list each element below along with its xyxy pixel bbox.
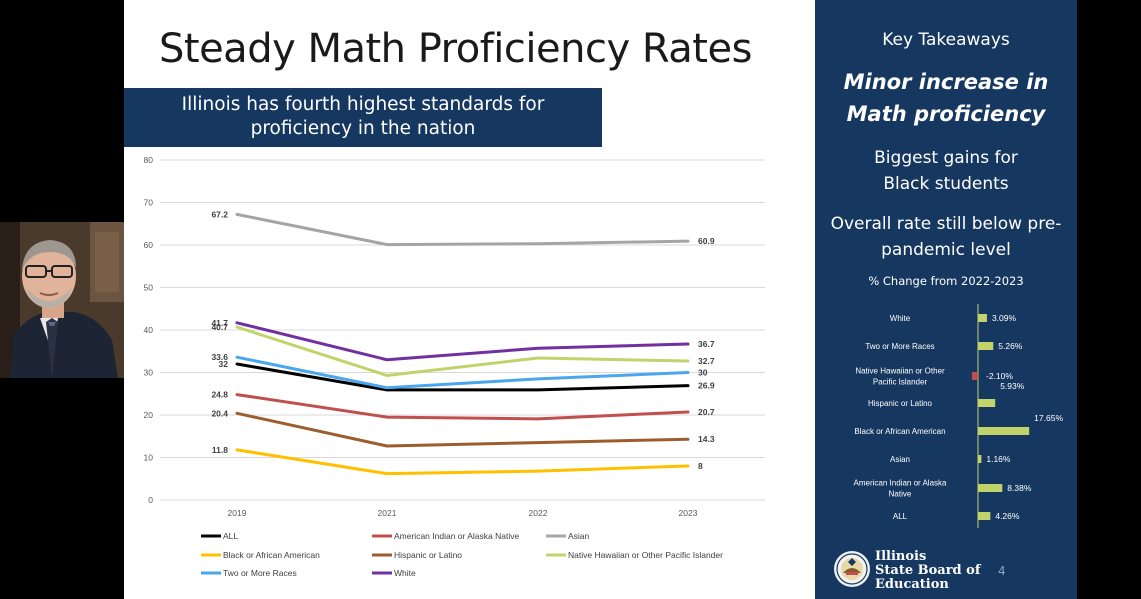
- banner-line-1: Illinois has fourth highest standards fo…: [181, 94, 545, 115]
- data-label-hispanic-or-latino-end: 14.3: [698, 434, 715, 444]
- isbe-logo: Illinois State Board of Education: [833, 548, 993, 592]
- change-value-label: 5.26%: [998, 341, 1023, 351]
- x-tick-label: 2022: [529, 508, 548, 518]
- data-label-black-or-african-american-start: 11.8: [212, 445, 228, 455]
- x-tick-label: 2023: [679, 508, 698, 518]
- change-bar-all: [978, 512, 991, 520]
- legend-label-white: White: [394, 568, 416, 578]
- change-value-label: 17.65%: [1034, 413, 1063, 423]
- takeaway-2-line-2: pandemic level: [881, 240, 1011, 260]
- change-category-label: Two or More Races: [865, 342, 934, 351]
- proficiency-line-chart: 0 10 20 30 40 50 60 70 80 2019 2021 2022 2023 32 26.9 2…: [144, 155, 765, 578]
- change-bar-asian: [978, 455, 982, 463]
- data-label-white-start: 41.7: [211, 318, 228, 328]
- y-tick-label: 40: [144, 325, 154, 335]
- takeaway-2-line-1: Overall rate still below pre-: [830, 214, 1062, 234]
- data-label-native-hawaiian-or-other-pacific-islander-end: 32.7: [698, 356, 715, 366]
- y-tick-label: 10: [144, 453, 154, 463]
- data-label-two-or-more-races-start: 33.6: [211, 352, 228, 362]
- series-line-asian: [235, 212, 690, 247]
- change-category-label: ALL: [893, 512, 908, 521]
- presenter-webcam-video: [0, 222, 124, 378]
- presenter-image: [0, 222, 124, 378]
- data-label-black-or-african-american-end: 8: [698, 461, 703, 471]
- y-tick-label: 80: [144, 155, 154, 165]
- presentation-slide: Steady Math Proficiency Rates Illinois h…: [124, 0, 1077, 599]
- legend-label-native-hawaiian-or-other-pacific-islander: Native Hawaiian or Other Pacific Islande…: [568, 550, 723, 560]
- change-category-label: Native: [889, 490, 912, 499]
- y-tick-label: 20: [144, 410, 154, 420]
- change-category-label: American Indian or Alaska: [854, 479, 947, 488]
- series-line-white: [235, 321, 690, 362]
- y-tick-label: 50: [144, 283, 154, 293]
- y-tick-label: 30: [144, 368, 154, 378]
- percent-change-bar-chart: White 3.09% Two or More Races 5.26% Native H…: [854, 304, 1063, 528]
- series-line-hispanic-or-latino: [235, 411, 690, 448]
- change-value-label: -2.10%: [986, 371, 1013, 381]
- data-label-all-end: 26.9: [698, 381, 715, 391]
- data-label-asian-end: 60.9: [698, 236, 715, 246]
- change-value-label: 8.38%: [1007, 483, 1032, 493]
- logo-text-line-2: State Board of: [875, 563, 981, 578]
- legend-label-asian: Asian: [568, 531, 590, 541]
- series-line-two-or-more-races: [235, 355, 690, 390]
- change-category-label: Asian: [890, 455, 910, 464]
- standards-banner: Illinois has fourth highest standards fo…: [124, 88, 602, 147]
- data-label-asian-start: 67.2: [211, 209, 228, 219]
- change-value-label: 5.93%: [1000, 381, 1025, 391]
- takeaway-1-line-1: Biggest gains for: [874, 148, 1018, 168]
- change-bar-black-or-african-american: [978, 427, 1030, 435]
- data-label-white-end: 36.7: [698, 339, 715, 349]
- y-tick-label: 70: [144, 198, 154, 208]
- data-label-native-hawaiian-or-other-pacific-islander-start: 40.7: [211, 322, 228, 332]
- highlight-line-2: Math proficiency: [846, 102, 1046, 126]
- illinois-seal-icon: [834, 551, 870, 587]
- change-bar-native-hawaiian-or-other-pacific-islander: [971, 372, 978, 380]
- series-line-native-hawaiian-or-other-pacific-islander: [235, 325, 690, 377]
- data-label-all-start: 32: [219, 359, 229, 369]
- logo-text-line-3: Education: [875, 577, 949, 592]
- highlight-line-1: Minor increase in: [843, 70, 1049, 94]
- x-tick-label: 2019: [228, 508, 247, 518]
- change-category-label: Pacific Islander: [873, 378, 928, 387]
- change-bar-american-indian-or-alaska-native: [978, 484, 1003, 492]
- banner-line-2: proficiency in the nation: [250, 118, 476, 139]
- change-bar-two-or-more-races: [978, 342, 994, 350]
- change-bar-white: [978, 314, 987, 322]
- page-number: 4: [998, 564, 1006, 578]
- legend-label-black-or-african-american: Black or African American: [223, 550, 320, 560]
- data-label-american-indian-or-alaska-native-start: 24.8: [211, 390, 228, 400]
- change-bar-hispanic-or-latino: [978, 399, 996, 407]
- change-category-label: Black or African American: [854, 427, 945, 436]
- data-label-american-indian-or-alaska-native-end: 20.7: [698, 407, 715, 417]
- legend-label-all: ALL: [223, 531, 238, 541]
- data-label-hispanic-or-latino-start: 20.4: [211, 408, 228, 418]
- logo-text-line-1: Illinois: [875, 549, 927, 564]
- key-takeaways-panel: Key Takeaways Minor increase in Math pro…: [815, 0, 1077, 599]
- x-tick-label: 2021: [378, 508, 397, 518]
- slide-title: Steady Math Proficiency Rates: [159, 26, 752, 72]
- data-label-two-or-more-races-end: 30: [698, 368, 708, 378]
- change-category-label: Native Hawaiian or Other: [855, 367, 945, 376]
- change-category-label: White: [890, 314, 911, 323]
- legend-label-american-indian-or-alaska-native: American Indian or Alaska Native: [394, 531, 519, 541]
- change-value-label: 4.26%: [995, 511, 1020, 521]
- takeaways-heading: Key Takeaways: [882, 30, 1010, 50]
- change-value-label: 3.09%: [992, 313, 1017, 323]
- y-tick-label: 0: [148, 495, 153, 505]
- change-category-label: Hispanic or Latino: [868, 399, 933, 408]
- y-tick-label: 60: [144, 240, 154, 250]
- change-value-label: 1.16%: [986, 454, 1011, 464]
- change-chart-title: % Change from 2022-2023: [868, 274, 1024, 288]
- series-line-black-or-african-american: [235, 448, 690, 476]
- series-line-american-indian-or-alaska-native: [235, 393, 690, 421]
- legend-label-two-or-more-races: Two or More Races: [223, 568, 297, 578]
- legend-label-hispanic-or-latino: Hispanic or Latino: [394, 550, 462, 560]
- takeaway-1-line-2: Black students: [883, 174, 1009, 194]
- series-line-all: [235, 362, 690, 392]
